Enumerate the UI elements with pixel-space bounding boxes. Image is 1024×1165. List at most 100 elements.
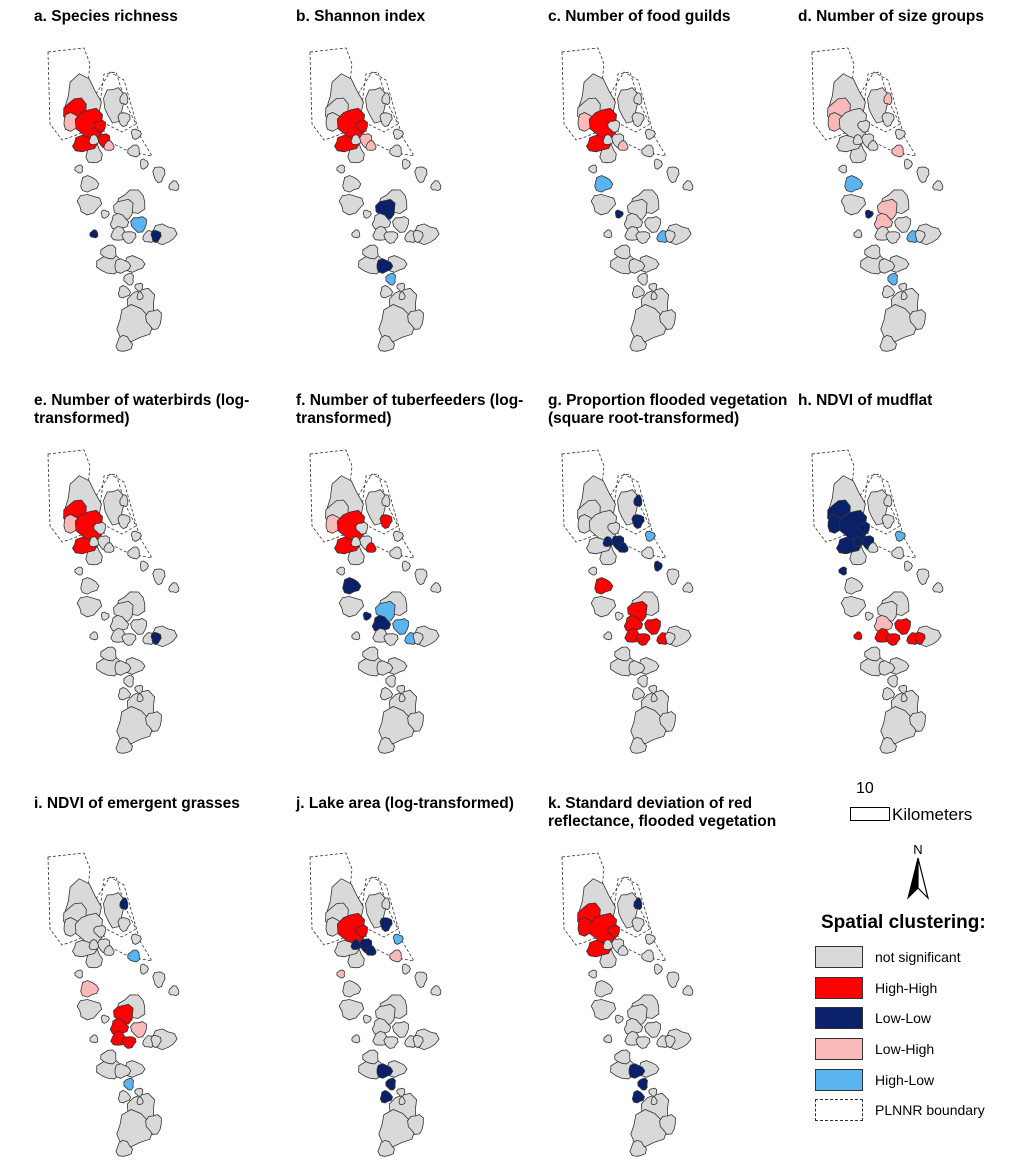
- panel-k: k. Standard deviation of red reflectance…: [548, 795, 788, 1165]
- lake-ns: [130, 618, 147, 635]
- lake-ns: [607, 521, 620, 535]
- lake-not-significant: [152, 568, 166, 586]
- lake-ns: [398, 693, 406, 703]
- lake-ns: [139, 560, 149, 572]
- scale-unit: Kilometers: [892, 805, 973, 824]
- lake-not-significant: [932, 582, 944, 594]
- lake-ns: [887, 674, 898, 688]
- lake-ns: [878, 660, 896, 676]
- legend-label: Low-Low: [875, 1010, 932, 1027]
- lake-ns: [389, 144, 402, 158]
- lake-hh: [379, 514, 393, 530]
- scale-bar: 10 Kilometers: [846, 780, 1016, 830]
- lake-ns: [614, 1049, 631, 1065]
- lake-ns: [74, 566, 83, 576]
- lake-ns: [121, 231, 137, 244]
- lake-ns: [100, 1014, 110, 1024]
- lake-ns: [588, 969, 597, 979]
- lake-ns: [114, 660, 132, 676]
- lake-ns: [342, 175, 362, 193]
- lake-ns: [644, 216, 661, 233]
- lake-ll: [628, 1063, 646, 1079]
- lake-not-significant: [590, 194, 617, 216]
- lake-not-significant: [880, 304, 919, 343]
- lake-not-significant: [152, 971, 166, 989]
- lake-ns: [637, 674, 648, 688]
- lake-ns: [644, 1021, 661, 1038]
- lake-ns: [898, 282, 908, 292]
- lake-ns: [881, 687, 896, 701]
- lake-ns: [383, 231, 399, 244]
- lake-ns: [412, 631, 424, 645]
- lake-hh: [607, 924, 620, 938]
- lake-not-significant: [378, 706, 417, 745]
- lake-ns: [614, 244, 631, 260]
- lake-ns: [631, 285, 646, 299]
- scale-value: 10: [856, 780, 874, 797]
- lake-ns: [641, 949, 654, 963]
- panel-title: g. Proportion flooded vegetation (square…: [548, 392, 788, 427]
- panel-title: c. Number of food guilds: [548, 8, 731, 25]
- lake-ns: [664, 631, 676, 645]
- legend-label: Low-High: [875, 1041, 935, 1058]
- lake-not-significant: [414, 971, 428, 989]
- lake-ll: [379, 1090, 394, 1104]
- panel-title: h. NDVI of mudflat: [798, 392, 933, 409]
- lake-ns: [650, 291, 658, 301]
- lake-ll: [376, 1063, 394, 1079]
- lake-ns: [117, 917, 131, 933]
- lake-ll: [617, 542, 629, 553]
- lake-hl: [594, 175, 614, 193]
- lake-ns: [130, 530, 142, 542]
- lake-ns: [350, 134, 362, 146]
- lake-ns: [139, 158, 149, 170]
- lake-ns: [383, 1036, 399, 1049]
- lake-ns: [350, 536, 362, 548]
- lake-ns: [401, 158, 411, 170]
- lake-ns: [103, 945, 115, 956]
- lake-not-significant: [629, 736, 647, 754]
- lake-ns: [74, 164, 83, 174]
- lake-ns: [342, 980, 362, 998]
- lake-ns: [838, 164, 847, 174]
- lake-not-significant: [116, 304, 155, 343]
- lake-ns: [401, 560, 411, 572]
- lake-not-significant: [378, 304, 417, 343]
- lake-ns: [74, 969, 83, 979]
- lake-ns: [903, 158, 913, 170]
- lake-ns: [362, 1049, 379, 1065]
- panel-f: f. Number of tuberfeeders (log-transform…: [296, 392, 536, 762]
- lake-ns: [127, 144, 140, 158]
- lake-ns: [150, 1034, 162, 1048]
- panel-d: d. Number of size groups: [798, 8, 1024, 378]
- lake-ns: [883, 494, 893, 508]
- lake-ns: [381, 494, 391, 508]
- lake-ns: [412, 1034, 424, 1048]
- lake-not-significant: [407, 1114, 424, 1135]
- lake-ns: [644, 128, 656, 140]
- lake-not-significant: [430, 180, 442, 192]
- lake-not-significant: [659, 309, 676, 330]
- lake-ns: [123, 272, 134, 286]
- lake-not-significant: [377, 736, 395, 754]
- lake-hl: [130, 216, 147, 233]
- lake-ns: [362, 244, 379, 260]
- lake-not-significant: [590, 999, 617, 1021]
- lake-ns: [376, 660, 394, 676]
- lake-ns: [614, 646, 631, 662]
- lake-hh: [635, 633, 651, 646]
- lake-ns: [100, 1049, 117, 1065]
- lake-not-significant: [407, 711, 424, 732]
- lake-ns: [398, 291, 406, 301]
- lake-ns: [853, 229, 863, 239]
- lake-ns: [392, 216, 409, 233]
- lake-ns: [867, 140, 879, 151]
- lake-not-significant: [909, 309, 926, 330]
- lake-hl: [887, 272, 898, 286]
- lake-hl: [392, 933, 404, 945]
- lake-ns: [117, 514, 131, 530]
- legend-swatch: [815, 976, 863, 999]
- lake-ll: [838, 566, 847, 576]
- lake-not-significant: [682, 985, 694, 997]
- lake-lh: [891, 144, 904, 158]
